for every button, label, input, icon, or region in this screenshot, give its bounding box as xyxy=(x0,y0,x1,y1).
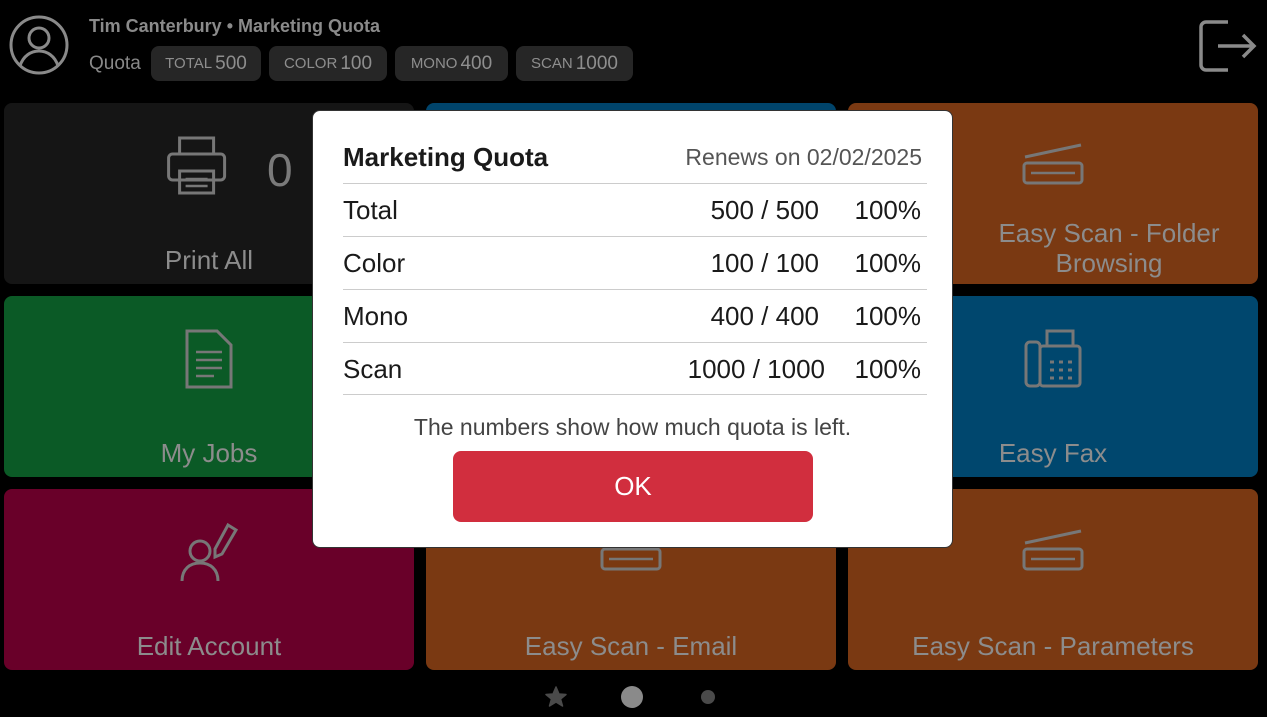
quota-percent: 100% xyxy=(854,301,922,331)
quota-name: Total xyxy=(343,195,398,225)
quota-dialog: Marketing Quota Renews on 02/02/2025 Tot… xyxy=(312,110,953,548)
quota-note: The numbers show how much quota is left. xyxy=(413,414,852,440)
quota-percent: 100% xyxy=(854,354,922,384)
tile-label: Easy Scan - Email xyxy=(524,631,738,661)
quota-label: Quota xyxy=(89,53,141,74)
chip-label: COLOR xyxy=(283,55,338,72)
chip-label: SCAN xyxy=(531,55,573,72)
fax-icon xyxy=(1024,329,1082,388)
tile-label: Easy Scan - Parameters xyxy=(912,631,1194,661)
chip-mono[interactable]: MONO 400 xyxy=(395,46,508,81)
document-icon xyxy=(185,329,233,389)
page-dot[interactable] xyxy=(701,690,715,704)
tile-label: Easy Fax xyxy=(998,438,1108,468)
dialog-title: Marketing Quota xyxy=(343,142,549,172)
quota-value: 500 / 500 xyxy=(710,195,819,225)
quota-percent: 100% xyxy=(854,195,922,225)
chip-total[interactable]: TOTAL 500 xyxy=(151,46,261,81)
printer-icon xyxy=(167,136,227,195)
page-dot-active[interactable] xyxy=(621,686,643,708)
chip-label: TOTAL xyxy=(165,55,213,72)
quota-row: Mono 400 / 400 100% xyxy=(343,289,927,342)
quota-percent: 100% xyxy=(854,248,922,278)
chip-color[interactable]: COLOR 100 xyxy=(269,46,387,81)
quota-name: Color xyxy=(343,248,406,278)
scanner-icon xyxy=(1022,143,1084,185)
tile-label: Edit Account xyxy=(136,631,282,661)
avatar-icon[interactable] xyxy=(8,14,70,76)
quota-name: Mono xyxy=(343,301,409,331)
quota-value: 400 / 400 xyxy=(710,301,819,331)
favorites-page-star-icon[interactable] xyxy=(545,686,567,708)
chip-label: MONO xyxy=(410,55,458,72)
chip-value: 500 xyxy=(215,52,247,74)
quota-value: 100 / 100 xyxy=(710,248,819,278)
logout-icon[interactable] xyxy=(1198,18,1258,74)
renew-date: Renews on 02/02/2025 xyxy=(685,144,922,170)
chip-value: 1000 xyxy=(575,52,618,74)
user-name: Tim Canterbury • Marketing Quota xyxy=(89,16,381,36)
chip-scan[interactable]: SCAN 1000 xyxy=(516,46,633,81)
ok-button[interactable]: OK xyxy=(453,451,813,522)
edit-account-icon xyxy=(180,522,239,582)
quota-row: Color 100 / 100 100% xyxy=(343,236,927,289)
chip-value: 100 xyxy=(340,52,373,74)
tile-label: Print All xyxy=(164,245,254,275)
quota-name: Scan xyxy=(343,354,403,384)
quota-value: 1000 / 1000 xyxy=(687,354,825,384)
quota-row: Scan 1000 / 1000 100% xyxy=(343,342,927,395)
print-count: 0 xyxy=(267,144,293,196)
quota-row: Total 500 / 500 100% xyxy=(343,183,927,236)
tile-label: My Jobs xyxy=(160,438,258,468)
scanner-icon xyxy=(1022,529,1084,571)
tile-label: Easy Scan - Folder Browsing xyxy=(998,218,1220,278)
chip-value: 400 xyxy=(460,52,493,74)
